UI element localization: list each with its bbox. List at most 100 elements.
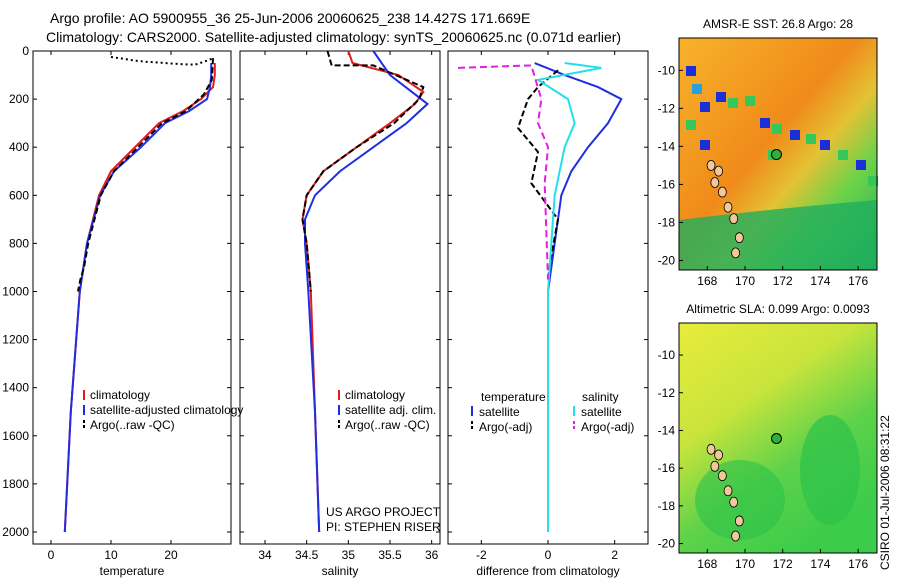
legend-label: Argo(..raw -QC): [345, 418, 430, 432]
sst-patch: [716, 92, 726, 102]
float-position-marker: [770, 149, 782, 161]
map-y-tick-label: -18: [658, 215, 676, 229]
temperature-panel-frame: [32, 50, 232, 545]
map-y-tick-label: -12: [658, 101, 676, 115]
x-axis-label: salinity: [322, 564, 359, 578]
x-axis-label: difference from climatology: [476, 564, 619, 578]
project-annotation: PI: STEPHEN RISER: [326, 520, 441, 534]
map-x-tick-label: 168: [697, 274, 717, 288]
sst-map-patches: [679, 66, 878, 270]
sst-map-frame: [678, 37, 878, 271]
sst-patch: [790, 130, 800, 140]
map-y-tick-label: -10: [658, 348, 676, 362]
map-y-tick-label: -20: [658, 253, 676, 267]
map-y-tick-label: -10: [658, 63, 676, 77]
x-tick-label: 34.5: [295, 548, 319, 562]
y-tick-label: 600: [9, 188, 29, 202]
sst-patch: [772, 124, 782, 134]
island-shape: [706, 160, 716, 171]
island-shape: [717, 186, 727, 198]
map-x-tick-label: 170: [735, 274, 755, 288]
sst-patch: [728, 98, 738, 108]
island-shape: [723, 201, 733, 213]
island-shape: [717, 470, 727, 482]
float-position-marker: [770, 433, 782, 445]
series-line: [535, 62, 602, 532]
series-line: [304, 50, 430, 533]
series-line: [534, 62, 623, 532]
series-line: [63, 63, 216, 533]
sst-patch: [806, 134, 816, 144]
temperature-plot: 0 10 20 temperature 0 200 400 600 800 1000 1200 140…: [2, 44, 243, 578]
legend-label: satellite adj. clim.: [345, 403, 436, 417]
project-annotation: US ARGO PROJECT: [326, 505, 441, 519]
x-axis-label: temperature: [100, 564, 165, 578]
series-line: [110, 56, 214, 66]
map-y-tick-label: -16: [658, 177, 676, 191]
island-shape: [729, 213, 739, 225]
x-tick-label: -2: [476, 548, 487, 562]
legend-label: Argo(-adj): [479, 420, 532, 434]
sst-patch: [700, 140, 710, 150]
figure-title-line2: Climatology: CARS2000. Satellite-adjuste…: [46, 29, 622, 45]
map-y-tick-label: -16: [658, 461, 676, 475]
legend-label: Argo(..raw -QC): [90, 418, 175, 432]
x-tick-label: 2: [611, 548, 618, 562]
sst-patch: [868, 176, 878, 186]
map-x-tick-label: 176: [848, 274, 868, 288]
map-title: AMSR-E SST: 26.8 Argo: 28: [703, 17, 853, 31]
sla-map-frame: [678, 322, 878, 554]
map-y-tick-label: -18: [658, 499, 676, 513]
legend-label: climatology: [345, 388, 405, 402]
y-tick-label: 800: [9, 236, 29, 250]
map-x-tick-label: 174: [810, 557, 830, 571]
difference-plot: -2 0 2 difference from climatology temperatu…: [448, 50, 648, 578]
y-tick-label: 1800: [2, 477, 29, 491]
y-tick-label: 400: [9, 140, 29, 154]
y-tick-label: 200: [9, 92, 29, 106]
sst-patch: [838, 150, 848, 160]
island-shape: [731, 530, 740, 542]
island-shape: [714, 449, 723, 461]
x-tick-label: 34: [258, 548, 272, 562]
sst-map: AMSR-E SST: 26.8 Argo: 28 168 170 172 174 176…: [658, 17, 878, 288]
x-tick-label: 35: [342, 548, 356, 562]
map-x-tick-label: 168: [697, 557, 717, 571]
map-y-tick-label: -14: [658, 139, 676, 153]
sst-patch: [686, 66, 696, 76]
island-shape: [710, 177, 720, 188]
sst-patch: [820, 140, 830, 150]
sla-low-region: [695, 460, 785, 540]
y-tick-label: 1600: [2, 429, 29, 443]
sst-patch: [692, 84, 702, 94]
island-shape: [723, 485, 733, 497]
map-y-tick-label: -14: [658, 423, 676, 437]
map-x-tick-label: 176: [848, 557, 868, 571]
map-x-tick-label: 172: [773, 557, 793, 571]
sst-patch: [745, 96, 755, 106]
series-line: [63, 63, 213, 533]
y-tick-label: 1000: [2, 284, 29, 298]
legend-label: satellite-adjusted climatology: [90, 403, 243, 417]
salinity-plot: 34 34.5 35 35.5 36 salinity climatologysatelli…: [240, 50, 441, 578]
series-line: [301, 50, 425, 292]
series-line: [457, 64, 550, 280]
legend-heading-salinity: salinity: [582, 390, 619, 404]
map-x-tick-label: 170: [735, 557, 755, 571]
series-line: [77, 58, 214, 292]
island-shape: [714, 165, 723, 177]
legend-label: climatology: [90, 388, 150, 402]
y-tick-label: 2000: [2, 525, 29, 539]
y-tick-label: 0: [22, 44, 29, 58]
island-shape: [734, 515, 744, 527]
x-tick-label: 10: [104, 548, 118, 562]
sla-map-patches: [695, 415, 860, 540]
sst-patch: [856, 160, 866, 170]
sla-map-axes: Altimetric SLA: 0.099 Argo: 0.0093 168 170…: [658, 302, 870, 571]
sst-patch: [686, 120, 696, 130]
island-shape: [734, 232, 744, 244]
map-title: Altimetric SLA: 0.099 Argo: 0.0093: [686, 302, 870, 316]
legend-label: Argo(-adj): [581, 420, 634, 434]
island-shape: [731, 247, 740, 259]
